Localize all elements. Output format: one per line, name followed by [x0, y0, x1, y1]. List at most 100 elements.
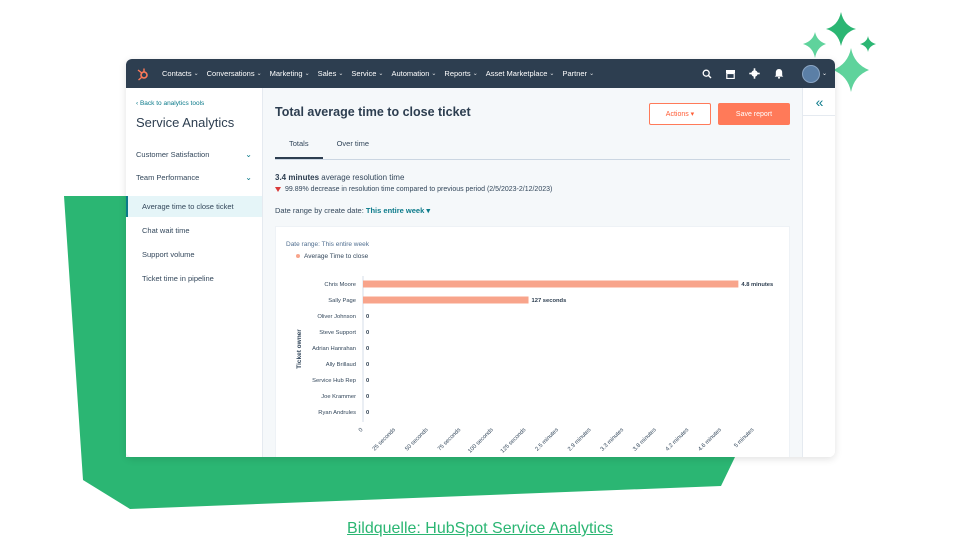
bars-group: Chris Moore 4.8 minutes Sally Page 127 seco…	[312, 276, 773, 455]
chart-card: Date range: This entire week Average Tim…	[275, 226, 790, 457]
nav-partner[interactable]: Partner ⌄	[562, 69, 595, 78]
x-tick-label: 75 seconds	[437, 427, 462, 452]
data-label: 127 seconds	[532, 298, 567, 304]
account-menu[interactable]: ⌄	[796, 64, 827, 83]
change-line: 99.89% decrease in resolution time compa…	[275, 186, 790, 193]
chevron-down-icon: ⌄	[378, 71, 384, 77]
x-tick-label: 125 seconds	[500, 427, 528, 455]
data-label: 0	[366, 378, 369, 384]
sidebar-item-ticket-time-in-pipeline[interactable]: Ticket time in pipeline	[142, 274, 214, 283]
nav-conversations[interactable]: Conversations ⌄	[206, 69, 262, 78]
chevron-down-icon: ⌄	[245, 150, 252, 159]
x-tick-label: 2.9 minutes	[567, 427, 593, 453]
x-tick-label: 4.6 minutes	[697, 427, 723, 453]
search-icon[interactable]	[700, 67, 714, 81]
category-label: Chris Moore	[324, 282, 356, 288]
chart-subtitle: Date range: This entire week	[286, 241, 370, 248]
app-body: ‹ Back to analytics tools Service Analyt…	[126, 88, 835, 457]
bar-chart: Date range: This entire week Average Tim…	[286, 241, 773, 455]
bar	[363, 296, 529, 304]
nav-marketing[interactable]: Marketing ⌄	[269, 69, 310, 78]
app-window: Contacts ⌄ Conversations ⌄ Marketing ⌄ Sale…	[126, 59, 835, 457]
chevron-down-icon: ⌄	[256, 71, 262, 77]
x-tick-label: 5 minutes	[733, 427, 755, 449]
data-label: 0	[366, 330, 369, 336]
x-tick-label: 2.5 minutes	[534, 427, 560, 453]
top-navigation: Contacts ⌄ Conversations ⌄ Marketing ⌄ Sale…	[126, 59, 835, 88]
summary-value: 3.4 minutes	[275, 173, 320, 182]
category-label: Ally Brillaud	[326, 362, 356, 368]
header-actions: Actions ▾ Save report	[649, 103, 790, 125]
back-to-analytics-link[interactable]: ‹ Back to analytics tools	[136, 100, 205, 107]
report-header: Total average time to close ticket Actio…	[275, 103, 790, 125]
collapse-panel: «	[802, 88, 835, 457]
image-caption[interactable]: Bildquelle: HubSpot Service Analytics	[347, 520, 613, 537]
sidebar-group-team-performance[interactable]: Team Performance ⌄	[136, 173, 252, 182]
x-tick-label: 25 seconds	[372, 427, 397, 452]
nav-automation[interactable]: Automation ⌄	[391, 69, 437, 78]
nav-reports[interactable]: Reports ⌄	[444, 69, 478, 78]
x-tick-label: 100 seconds	[467, 427, 495, 455]
collapse-double-chevron-icon[interactable]: «	[803, 88, 835, 116]
x-tick-label: 3.3 minutes	[600, 427, 626, 453]
report-main: Total average time to close ticket Actio…	[263, 88, 802, 457]
sidebar: ‹ Back to analytics tools Service Analyt…	[126, 88, 263, 457]
marketplace-icon[interactable]	[724, 67, 738, 81]
report-tabs: Totals Over time	[275, 131, 790, 160]
category-label: Oliver Johnson	[317, 314, 356, 320]
nav-contacts[interactable]: Contacts ⌄	[162, 69, 199, 78]
x-tick-label: 50 seconds	[404, 427, 429, 452]
sidebar-item-support-volume[interactable]: Support volume	[142, 250, 195, 259]
chevron-down-icon: ⌄	[431, 71, 437, 77]
chevron-down-icon: ⌄	[821, 71, 827, 77]
data-label: 0	[366, 410, 369, 416]
bar	[363, 280, 739, 288]
sidebar-item-average-time-to-close[interactable]: Average time to close ticket	[126, 196, 262, 217]
data-label: 0	[366, 362, 369, 368]
summary-text: average resolution time	[319, 173, 405, 182]
sidebar-group-customer-satisfaction[interactable]: Customer Satisfaction ⌄	[136, 150, 252, 159]
date-range-label: Date range by create date:	[275, 206, 366, 215]
legend-label: Average Time to close	[304, 253, 369, 260]
page-title: Total average time to close ticket	[275, 105, 471, 119]
avatar	[801, 64, 820, 83]
chevron-down-icon: ⌄	[589, 71, 595, 77]
sidebar-title: Service Analytics	[136, 115, 235, 130]
chevron-down-icon: ⌄	[245, 173, 252, 182]
data-label: 0	[366, 394, 369, 400]
date-range-dropdown[interactable]: This entire week ▾	[365, 206, 431, 215]
chevron-down-icon: ⌄	[472, 71, 478, 77]
category-label: Joe Krammer	[321, 394, 356, 400]
category-label: Steve Support	[319, 330, 356, 336]
tab-over-time[interactable]: Over time	[336, 139, 370, 148]
chevron-down-icon: ⌄	[304, 71, 310, 77]
date-range-filter: Date range by create date: This entire w…	[275, 206, 790, 215]
hubspot-logo-icon[interactable]	[134, 65, 152, 83]
save-report-button[interactable]: Save report	[718, 103, 790, 125]
tab-totals[interactable]: Totals	[275, 131, 323, 159]
y-axis-label: Ticket owner	[296, 329, 303, 369]
nav-service[interactable]: Service ⌄	[351, 69, 384, 78]
nav-sales[interactable]: Sales ⌄	[317, 69, 344, 78]
category-label: Service Hub Rep	[312, 378, 356, 384]
nav-asset-marketplace[interactable]: Asset Marketplace ⌄	[485, 69, 555, 78]
x-tick-label: 0	[358, 427, 365, 434]
bell-icon[interactable]	[772, 67, 786, 81]
data-label: 0	[366, 314, 369, 320]
chevron-down-icon: ⌄	[549, 71, 555, 77]
x-tick-label: 4.2 minutes	[665, 427, 691, 453]
category-label: Sally Page	[328, 298, 356, 304]
sidebar-item-chat-wait-time[interactable]: Chat wait time	[142, 226, 190, 235]
legend-swatch	[296, 254, 300, 258]
x-tick-label: 3.8 minutes	[632, 427, 658, 453]
category-label: Adrian Hanrahan	[312, 346, 356, 352]
change-text: 99.89% decrease in resolution time compa…	[285, 186, 553, 193]
chevron-down-icon: ⌄	[193, 71, 199, 77]
data-label: 0	[366, 346, 369, 352]
data-label: 4.8 minutes	[741, 282, 773, 288]
summary-line: 3.4 minutes average resolution time	[275, 173, 790, 182]
actions-button[interactable]: Actions ▾	[649, 103, 711, 125]
gear-icon[interactable]	[748, 67, 762, 81]
